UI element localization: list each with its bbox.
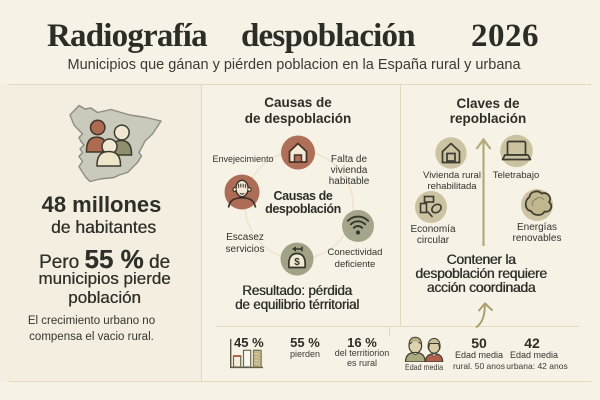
svg-text:$: $ — [294, 257, 300, 268]
